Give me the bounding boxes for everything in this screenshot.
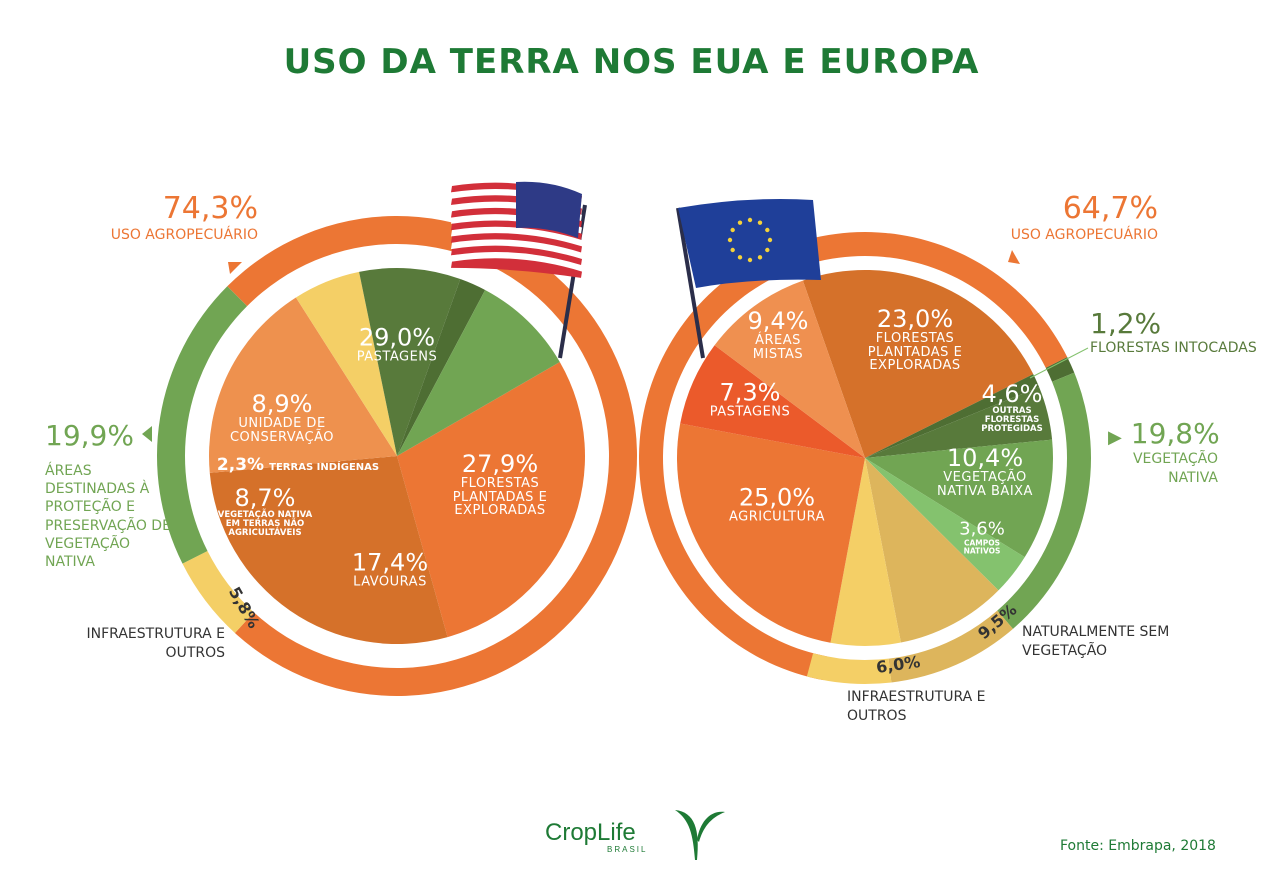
pie-slice-0-2 [209,297,397,473]
ring-segment-0-2 [156,286,248,564]
usa-flag-stars-icon [516,181,582,238]
pie-slice-0-0 [397,362,586,638]
ring-segment-0-0 [227,216,637,697]
pie-slice-1-6 [830,458,901,646]
pie-slice-0-6 [397,289,560,456]
ring-segment-1-4 [806,653,892,684]
pie-slice-1-4 [865,458,1025,591]
pie-slice-1-9 [714,280,865,458]
pie-slice-1-7 [677,423,865,643]
us-label-ti: 2,3% TERRAS INDÍGENAS [216,455,380,476]
ring-segment-1-1 [1045,357,1075,382]
ring-segment-0-1 [182,551,254,634]
eu-star-icon [730,247,735,253]
eu-flag-icon [678,199,821,288]
eu-star-icon [727,237,733,243]
croplife-logo: CropLife BRASIL [545,800,725,874]
leader-line [1029,347,1089,379]
usa-flag-stripe [451,258,582,278]
pie-slice-0-1 [209,456,448,644]
triangle-icon [142,426,152,442]
eu-label-campos: 3,6% CAMPOS NATIVOS [959,518,1005,556]
svg-text:BRASIL: BRASIL [607,845,647,854]
eu-veg-nativa-label: ▶ 19,8% VEGETAÇÃO NATIVA [1108,417,1220,487]
eu-label-outras: 4,6% OUTRAS FLORESTAS PROTEGIDAS [981,380,1043,435]
pie-slice-0-5 [397,278,486,456]
eu-star-icon [737,255,743,260]
us-protecao-value: 19,9% [45,419,134,452]
us-label-florestas: 27,9% FLORESTAS PLANTADAS E EXPLORADAS [452,449,548,519]
pie-slice-0-4 [359,268,461,456]
eu-agro-label: 64,7% USO AGROPECUÁRIO [1010,191,1158,243]
us-label-lavouras: 17,4% LAVOURAS [351,548,429,590]
eu-star-icon [757,255,763,260]
eu-label-agricultura: 25,0% AGRICULTURA [728,483,826,525]
source-note: Fonte: Embrapa, 2018 [1060,838,1216,854]
eu-naturalmente-label: NATURALMENTE SEM VEGETAÇÃO [1022,624,1170,659]
eu-label-florestas: 23,0% FLORESTAS PLANTADAS E EXPLORADAS [867,304,963,374]
pie-slice-1-2 [865,387,1053,458]
ring-segment-1-3 [888,610,1013,683]
pie-slice-0-3 [295,271,397,456]
ring-segment-1-2 [997,372,1091,629]
svg-text:CropLife: CropLife [545,819,636,846]
pie-slice-1-1 [865,374,1040,458]
eu-star-icon [767,237,773,243]
eu-intocadas-label: 1,2% FLORESTAS INTOCADAS [1090,307,1257,357]
eu-star-icon [765,247,770,253]
triangle-icon: ▶ [1108,427,1122,448]
flagpole [676,207,705,359]
eu-label-pastagens: 7,3% PASTAGENS [709,378,791,420]
triangle-icon [1008,250,1020,264]
eu-label-mistas: 9,4% ÁREAS MISTAS [747,306,809,362]
us-infra-label: INFRAESTRUTURA E OUTROS [86,626,225,661]
croplife-sprout-icon: CropLife BRASIL [545,810,725,860]
eu-label-veg-baixa: 10,4% VEGETAÇÃO NATIVA BAIXA [937,443,1033,499]
triangle-icon [228,262,242,274]
pie-slice-1-8 [680,345,865,458]
pie-slice-1-3 [865,439,1053,558]
page-title: USO DA TERRA NOS EUA E EUROPA [283,42,980,82]
eu-star-icon [757,220,763,225]
pie-slice-1-0 [802,270,1034,458]
us-protecao-label: ÁREAS DESTINADAS À PROTEÇÃO E PRESERVAÇÃ… [45,463,171,570]
eu-star-icon [765,227,770,233]
us-label-pastagens: 29,0% PASTAGENS [356,323,438,365]
us-agro-label: 74,3% USO AGROPECUÁRIO [110,191,258,243]
eu-infra-label: INFRAESTRUTURA E OUTROS [847,689,986,724]
eu-star-icon [730,227,735,233]
eu-star-icon [747,217,753,223]
eu-star-icon [737,220,743,225]
eu-star-icon [747,257,753,263]
us-label-veg-nativa: 8,7% VEGETAÇÃO NATIVA EM TERRAS NÃO AGRIC… [217,484,313,539]
pie-slice-1-5 [865,458,999,643]
us-label-uc: 8,9% UNIDADE DE CONSERVAÇÃO [229,389,335,445]
